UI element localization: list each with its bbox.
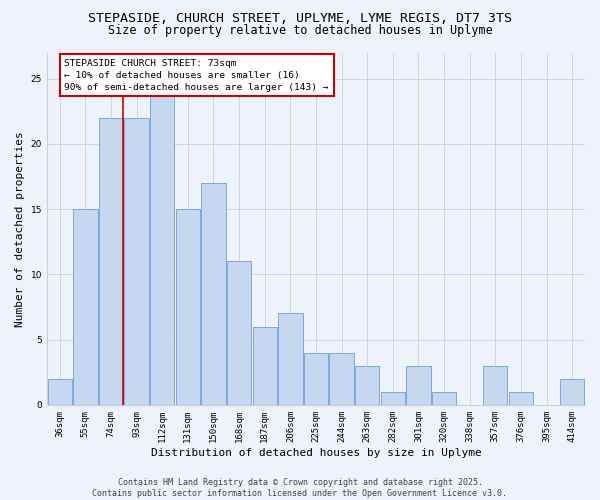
- Bar: [253, 326, 277, 405]
- Bar: [278, 314, 302, 405]
- Y-axis label: Number of detached properties: Number of detached properties: [15, 131, 25, 326]
- Bar: [432, 392, 456, 405]
- Text: STEPASIDE CHURCH STREET: 73sqm
← 10% of detached houses are smaller (16)
90% of : STEPASIDE CHURCH STREET: 73sqm ← 10% of …: [64, 59, 329, 92]
- Bar: [406, 366, 431, 405]
- X-axis label: Distribution of detached houses by size in Uplyme: Distribution of detached houses by size …: [151, 448, 481, 458]
- Bar: [483, 366, 508, 405]
- Bar: [380, 392, 405, 405]
- Bar: [47, 378, 72, 405]
- Text: Contains HM Land Registry data © Crown copyright and database right 2025.
Contai: Contains HM Land Registry data © Crown c…: [92, 478, 508, 498]
- Bar: [355, 366, 379, 405]
- Bar: [150, 78, 175, 405]
- Bar: [124, 118, 149, 405]
- Bar: [176, 209, 200, 405]
- Bar: [227, 262, 251, 405]
- Bar: [560, 378, 584, 405]
- Bar: [73, 209, 98, 405]
- Bar: [329, 352, 354, 405]
- Bar: [304, 352, 328, 405]
- Bar: [99, 118, 123, 405]
- Text: STEPASIDE, CHURCH STREET, UPLYME, LYME REGIS, DT7 3TS: STEPASIDE, CHURCH STREET, UPLYME, LYME R…: [88, 12, 512, 26]
- Bar: [509, 392, 533, 405]
- Bar: [201, 183, 226, 405]
- Text: Size of property relative to detached houses in Uplyme: Size of property relative to detached ho…: [107, 24, 493, 37]
